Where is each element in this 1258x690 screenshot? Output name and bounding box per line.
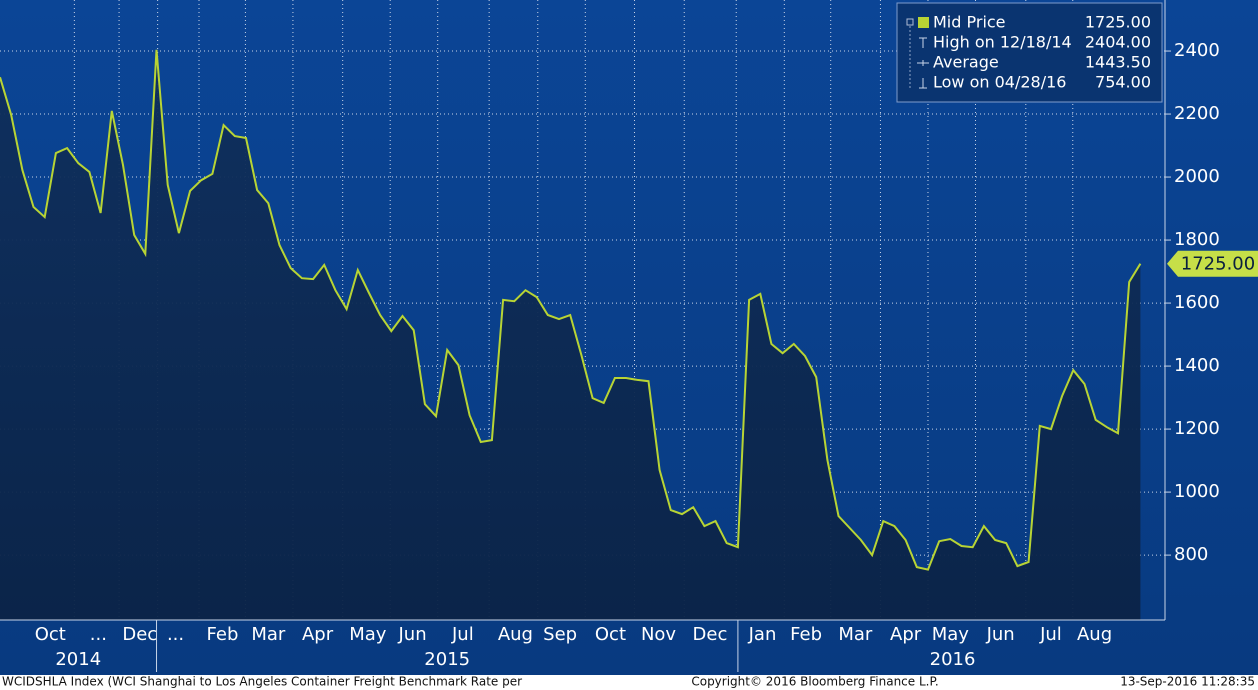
year-label: 2016 <box>930 649 976 670</box>
legend-icon <box>919 78 927 89</box>
y-tick-label: 2400 <box>1174 40 1220 61</box>
legend-icon <box>919 37 927 48</box>
y-tick-label: 1600 <box>1174 292 1220 313</box>
y-tick-label: 1200 <box>1174 418 1220 439</box>
x-tick-label: Dec <box>122 624 157 645</box>
x-tick-label: Mar <box>251 624 286 645</box>
last-value-label: 1725.00 <box>1181 254 1255 275</box>
legend-icon <box>906 18 914 26</box>
x-tick-label: Aug <box>498 624 533 645</box>
y-tick-label: 1800 <box>1174 229 1220 250</box>
legend-label: High on 12/18/14 <box>933 33 1072 52</box>
year-label: 2014 <box>55 649 101 670</box>
x-tick-label: Jan <box>748 624 777 645</box>
footer-left: WCIDSHLA Index (WCI Shanghai to Los Ange… <box>2 675 522 689</box>
legend-label: Average <box>933 53 999 72</box>
legend-value: 2404.00 <box>1085 33 1151 52</box>
last-value-tag <box>1167 250 1258 277</box>
y-tick-label: 1400 <box>1174 355 1220 376</box>
x-tick-label: Apr <box>890 624 922 645</box>
legend-label: Low on 04/28/16 <box>933 73 1066 92</box>
line <box>0 49 1142 571</box>
x-tick-label: Apr <box>302 624 334 645</box>
x-tick-label: Sep <box>543 624 577 645</box>
legend-box <box>896 2 1163 103</box>
x-tick-label: Jun <box>397 624 426 645</box>
y-tick-label: 1000 <box>1174 481 1220 502</box>
x-tick-label: Feb <box>207 624 239 645</box>
x-tick-label: ... <box>167 624 184 645</box>
y-tick-label: 800 <box>1174 544 1208 565</box>
area <box>0 49 1141 621</box>
x-tick-label: Mar <box>838 624 873 645</box>
x-tick-label: May <box>932 624 970 645</box>
legend-icon <box>917 60 929 66</box>
x-tick-label: Oct <box>595 624 626 645</box>
x-tick-label: Aug <box>1077 624 1112 645</box>
legend-value: 1443.50 <box>1085 53 1151 72</box>
x-tick-label: May <box>349 624 387 645</box>
legend-value: 754.00 <box>1095 73 1151 92</box>
legend-label: Mid Price <box>933 13 1006 32</box>
x-tick-label: Dec <box>693 624 728 645</box>
year-label: 2015 <box>424 649 470 670</box>
y-tick-label: 2000 <box>1174 166 1220 187</box>
x-tick-label: ... <box>90 624 107 645</box>
x-tick-label: Feb <box>790 624 822 645</box>
x-tick-label: Nov <box>641 624 676 645</box>
x-tick-label: Oct <box>35 624 66 645</box>
legend: Mid Price 1725.00 High on 12/18/14 2404.0… <box>896 2 1163 103</box>
footer-right: 13-Sep-2016 11:28:35 <box>1120 675 1255 689</box>
y-tick-label: 2200 <box>1174 103 1220 124</box>
legend-swatch <box>918 17 929 28</box>
footer-center: Copyright© 2016 Bloomberg Finance L.P. <box>691 675 938 689</box>
x-tick-label: Jul <box>1039 624 1062 645</box>
x-tick-label: Jul <box>451 624 474 645</box>
x-tick-label: Jun <box>986 624 1015 645</box>
footer-bar <box>0 675 1258 690</box>
legend-value: 1725.00 <box>1085 13 1151 32</box>
